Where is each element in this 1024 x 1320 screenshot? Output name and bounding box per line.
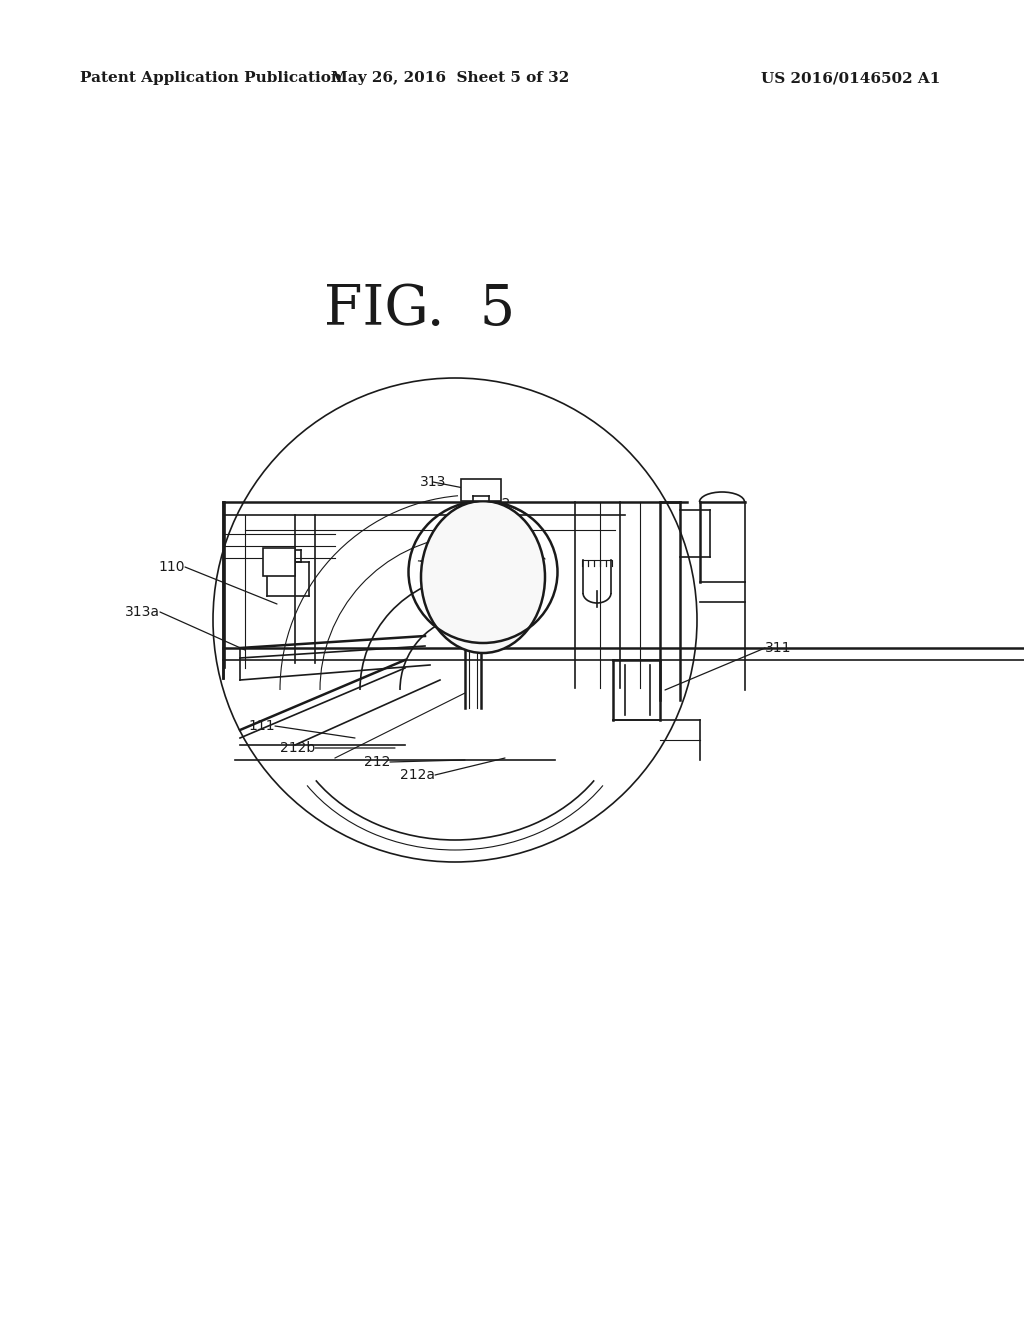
Text: May 26, 2016  Sheet 5 of 32: May 26, 2016 Sheet 5 of 32 xyxy=(331,71,569,84)
Text: US 2016/0146502 A1: US 2016/0146502 A1 xyxy=(761,71,940,84)
Text: 110: 110 xyxy=(159,560,185,574)
Text: 312: 312 xyxy=(485,498,511,511)
Bar xyxy=(461,479,501,502)
Text: 313: 313 xyxy=(420,475,446,488)
Text: Patent Application Publication: Patent Application Publication xyxy=(80,71,342,84)
Text: 212a: 212a xyxy=(400,768,435,781)
Text: 314: 314 xyxy=(473,483,500,498)
Text: 212b: 212b xyxy=(280,741,315,755)
Text: 311: 311 xyxy=(765,642,792,655)
Bar xyxy=(263,548,295,576)
Text: 313a: 313a xyxy=(125,605,160,619)
Text: 212: 212 xyxy=(364,755,390,770)
Text: 111: 111 xyxy=(249,719,275,733)
Ellipse shape xyxy=(421,502,545,653)
Text: FIG.  5: FIG. 5 xyxy=(325,282,515,338)
